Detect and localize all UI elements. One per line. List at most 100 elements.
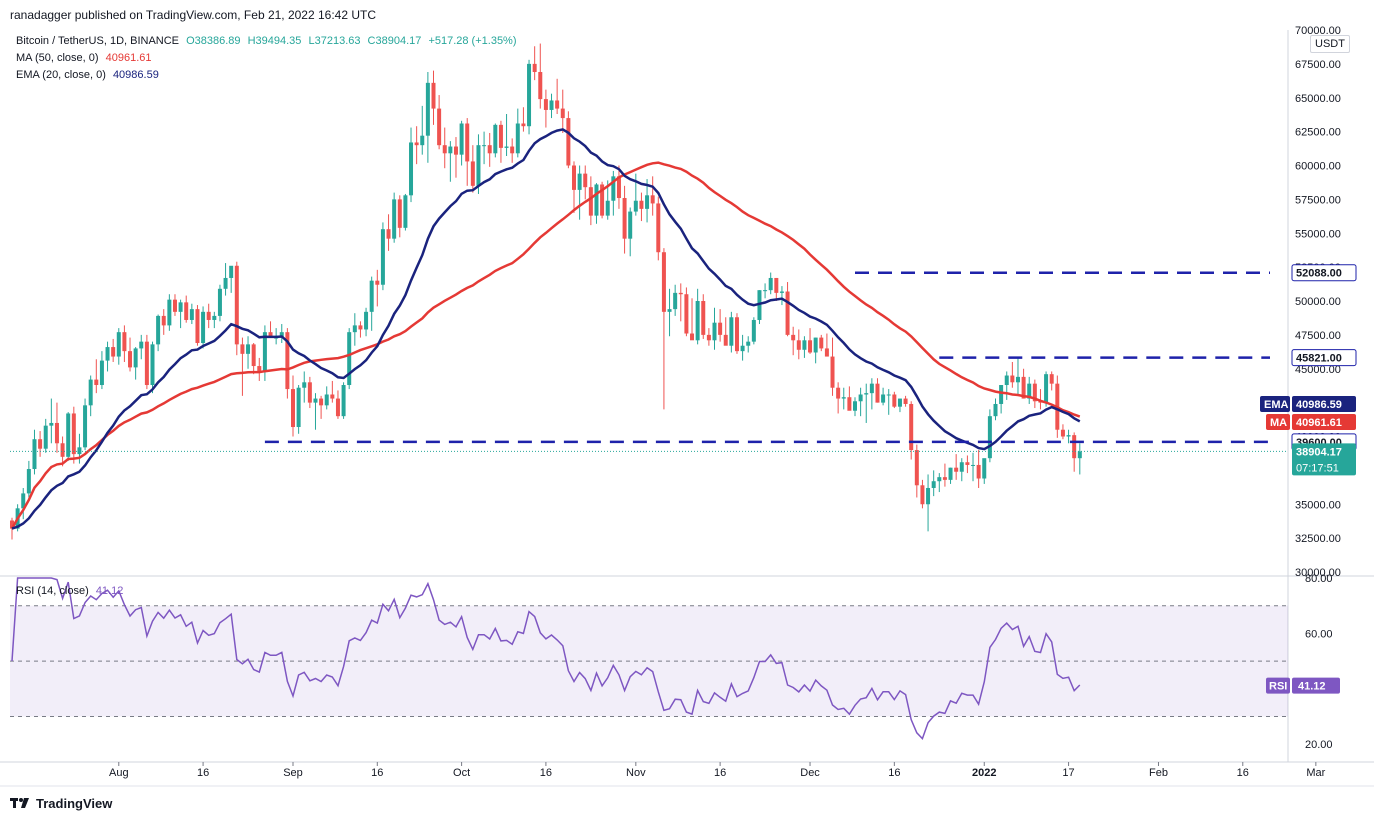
candle-body [10, 520, 14, 529]
candle-body [543, 99, 548, 110]
candle-body [139, 341, 144, 349]
candle-body [285, 332, 290, 390]
candle-body [639, 200, 644, 209]
price-tick-label: 50000.00 [1295, 296, 1341, 308]
candle-body [768, 277, 773, 291]
rsi-tick-label: 80.00 [1305, 573, 1333, 585]
candle-body [1066, 435, 1071, 437]
candle-body [723, 334, 728, 346]
candle-body [380, 229, 385, 285]
candle-body [453, 146, 458, 155]
candle-body [695, 301, 700, 341]
candle-body [734, 317, 739, 352]
currency-badge[interactable]: USDT [1310, 35, 1350, 53]
candle-body [172, 299, 177, 312]
candle-body [555, 100, 560, 109]
price-tick-label: 32500.00 [1295, 533, 1341, 545]
candle-body [229, 265, 234, 278]
price-tick-label: 30000.00 [1295, 567, 1341, 579]
candle-body [358, 325, 363, 330]
candle-body [178, 302, 183, 312]
symbol-legend: Bitcoin / TetherUS, 1D, BINANCE O38386.8… [16, 35, 517, 47]
candle-body [909, 403, 914, 451]
candle-body [965, 462, 970, 465]
candle-body [212, 315, 217, 320]
price-tick-label: 55000.00 [1295, 228, 1341, 240]
candle-body [49, 422, 54, 426]
rsi-label: RSI (14, close) [16, 585, 89, 597]
candle-body [1077, 451, 1082, 459]
candle-body [262, 332, 267, 372]
candle-body [656, 203, 661, 253]
ema-value-tag-bg [1292, 396, 1356, 412]
candle-body [903, 398, 908, 404]
price-tick-label: 62500.00 [1295, 127, 1341, 139]
candle-body [690, 333, 695, 341]
candle-body [824, 348, 829, 357]
candle-body [1049, 374, 1054, 384]
candle-body [1027, 383, 1032, 399]
rsi-tick-label: 20.00 [1305, 739, 1333, 751]
date-tick-label: Sep [283, 767, 303, 779]
candle-body [414, 142, 419, 146]
candle-body [504, 146, 509, 148]
candle-body [279, 332, 284, 338]
candle-body [122, 332, 127, 352]
candle-body [302, 382, 307, 388]
candle-body [926, 487, 931, 505]
candle-body [83, 405, 88, 448]
candle-body [937, 477, 942, 482]
candle-body [54, 422, 59, 444]
date-tick-label: Dec [800, 767, 820, 779]
candle-body [133, 348, 138, 368]
candle-body [223, 277, 228, 289]
candle-body [307, 382, 312, 403]
candle-body [673, 292, 678, 310]
candle-body [448, 146, 453, 154]
candle-body [841, 397, 846, 399]
candle-body [128, 351, 133, 368]
candle-body [819, 337, 824, 349]
candle-body [487, 145, 492, 154]
candle-body [942, 477, 947, 480]
ema-value: 40986.59 [112, 69, 159, 81]
candle-body [527, 63, 532, 127]
candle-body [431, 82, 436, 109]
candle-body [583, 173, 588, 188]
candle-body [538, 72, 543, 100]
candle-body [774, 277, 779, 293]
ema-legend: EMA (20, close, 0) 40986.59 [16, 69, 159, 81]
candle-body [858, 394, 863, 402]
rsi-value-tag-bg [1292, 677, 1340, 694]
ema-value-tag: 40986.59 [1296, 399, 1342, 411]
candle-body [1044, 374, 1049, 403]
candle-body [971, 464, 976, 466]
candle-body [740, 345, 745, 352]
date-tick-label: Feb [1149, 767, 1168, 779]
candle-body [482, 145, 487, 147]
candle-body [875, 383, 880, 403]
candle-body [246, 344, 251, 354]
candle-body [633, 200, 638, 212]
bar-countdown: 07:17:51 [1296, 462, 1339, 474]
candle-body [594, 184, 599, 216]
candle-body [88, 379, 93, 406]
publisher-line: ranadagger published on TradingView.com,… [10, 8, 377, 22]
ema-label: EMA (20, close, 0) [16, 69, 106, 81]
candle-body [386, 229, 391, 239]
ma-value-tag: 40961.61 [1296, 417, 1342, 429]
candle-body [105, 347, 110, 361]
candle-body [150, 344, 155, 386]
candle-body [1021, 376, 1026, 399]
candle-body [892, 394, 897, 407]
rsi-band [10, 605, 1288, 717]
candle-body [189, 309, 194, 320]
candle-body [791, 334, 796, 341]
candle-body [847, 397, 852, 411]
candle-body [954, 467, 959, 472]
candle-body [1060, 429, 1065, 437]
candle-body [712, 322, 717, 341]
candle-body [746, 341, 751, 346]
candle-body [779, 291, 784, 293]
